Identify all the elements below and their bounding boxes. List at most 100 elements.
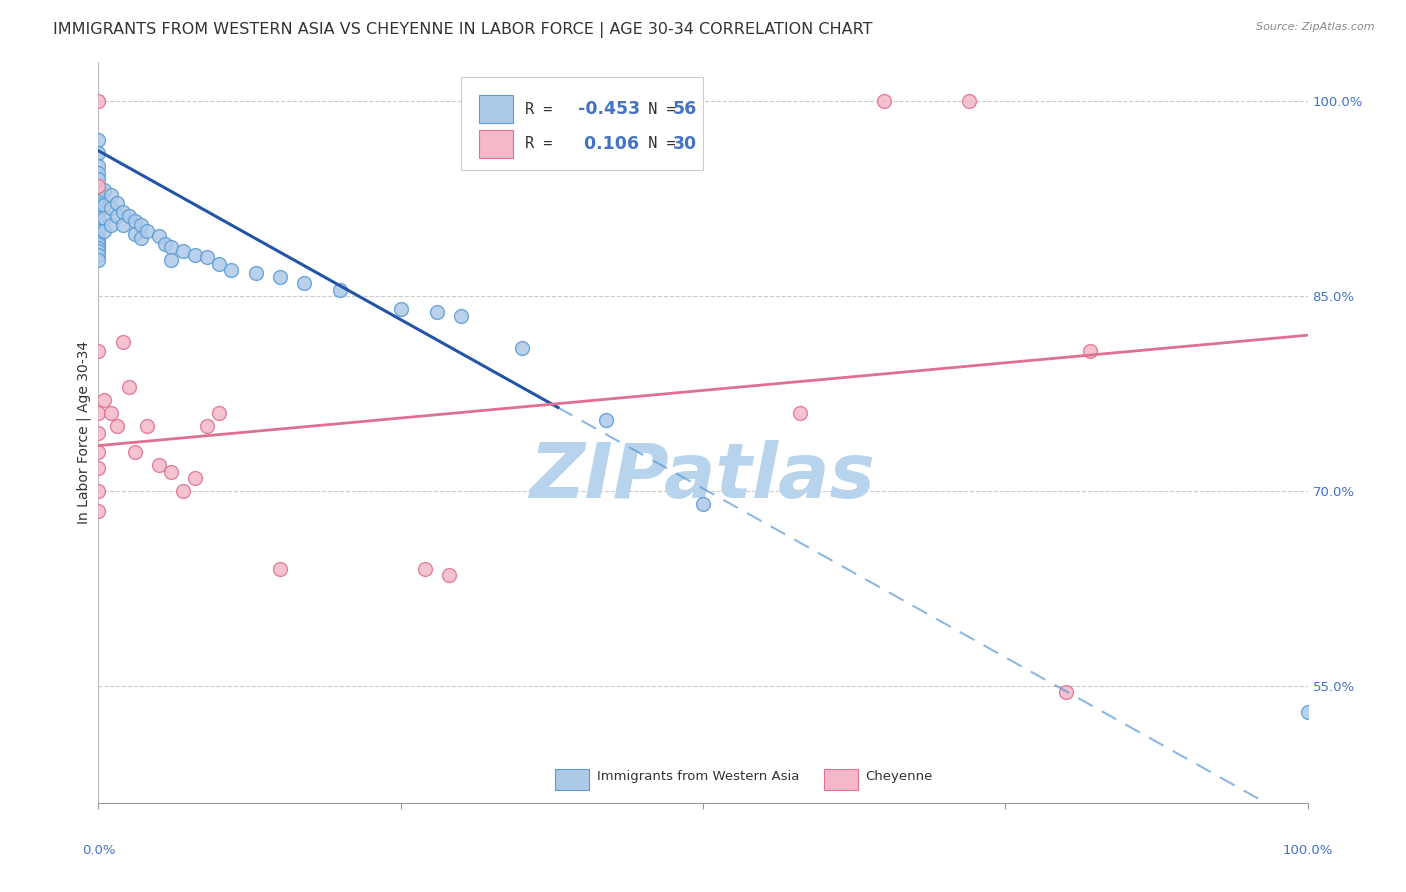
Text: 0.0%: 0.0% [82, 844, 115, 856]
Point [87, 460, 110, 475]
Text: 56: 56 [672, 100, 697, 118]
Text: IMMIGRANTS FROM WESTERN ASIA VS CHEYENNE IN LABOR FORCE | AGE 30-34 CORRELATION : IMMIGRANTS FROM WESTERN ASIA VS CHEYENNE… [53, 22, 873, 38]
Point [87, 192, 110, 206]
Point [87, 237, 110, 252]
Point [111, 218, 134, 232]
Text: R =: R = [526, 102, 562, 117]
Text: N =: N = [630, 136, 685, 152]
Text: N =: N = [630, 102, 685, 117]
Point [437, 568, 460, 582]
Point [100, 188, 122, 202]
Text: 0.106: 0.106 [578, 135, 640, 153]
Point [100, 218, 122, 232]
Point [957, 95, 980, 109]
Point [124, 445, 146, 459]
Point [148, 458, 170, 472]
Text: Immigrants from Western Asia: Immigrants from Western Asia [596, 771, 799, 783]
Point [510, 341, 533, 355]
FancyBboxPatch shape [461, 78, 703, 169]
Point [87, 406, 110, 420]
Point [87, 95, 110, 109]
Point [1054, 685, 1077, 699]
Point [124, 227, 146, 241]
Point [105, 419, 128, 434]
Point [789, 406, 811, 420]
Point [87, 241, 110, 255]
Point [329, 283, 352, 297]
Point [87, 204, 110, 219]
Point [245, 266, 267, 280]
Text: 30: 30 [672, 135, 697, 153]
Point [129, 218, 152, 232]
Point [87, 159, 110, 173]
Point [692, 497, 714, 511]
Point [160, 252, 183, 267]
Point [93, 393, 115, 408]
Point [111, 334, 134, 349]
Point [129, 231, 152, 245]
Text: Cheyenne: Cheyenne [865, 771, 932, 783]
Point [93, 211, 115, 226]
Point [184, 248, 207, 262]
Point [87, 231, 110, 245]
Point [87, 445, 110, 459]
Point [269, 269, 291, 284]
Point [87, 133, 110, 147]
Point [153, 237, 176, 252]
Point [87, 211, 110, 226]
Point [87, 252, 110, 267]
FancyBboxPatch shape [824, 770, 858, 790]
Point [87, 172, 110, 186]
Point [172, 244, 194, 258]
Text: 100.0%: 100.0% [1282, 844, 1333, 856]
Point [93, 198, 115, 212]
Point [100, 406, 122, 420]
Point [413, 562, 436, 576]
FancyBboxPatch shape [479, 130, 513, 158]
Point [87, 244, 110, 258]
Point [873, 95, 896, 109]
Point [595, 412, 617, 426]
Point [87, 166, 110, 180]
Point [184, 471, 207, 485]
Y-axis label: In Labor Force | Age 30-34: In Labor Force | Age 30-34 [77, 341, 91, 524]
Point [93, 224, 115, 238]
Point [87, 183, 110, 197]
Point [195, 250, 218, 264]
Point [221, 263, 243, 277]
Point [100, 201, 122, 215]
Point [160, 240, 183, 254]
Point [87, 146, 110, 161]
Point [389, 302, 412, 317]
Point [105, 195, 128, 210]
Point [87, 198, 110, 212]
Point [111, 204, 134, 219]
Point [124, 214, 146, 228]
Point [87, 248, 110, 262]
Point [1296, 705, 1319, 719]
Point [87, 503, 110, 517]
Text: -0.453: -0.453 [578, 100, 641, 118]
Point [208, 406, 231, 420]
Point [135, 224, 157, 238]
Point [148, 229, 170, 244]
Point [87, 425, 110, 440]
Point [450, 309, 472, 323]
Point [135, 419, 157, 434]
Point [269, 562, 291, 576]
Point [87, 235, 110, 249]
Text: R =: R = [526, 136, 562, 152]
Point [292, 277, 315, 291]
Point [93, 183, 115, 197]
Point [87, 218, 110, 232]
Text: ZIPatlas: ZIPatlas [530, 440, 876, 514]
Point [160, 465, 183, 479]
Point [172, 484, 194, 499]
Point [105, 209, 128, 223]
Point [87, 484, 110, 499]
Point [87, 178, 110, 193]
Point [87, 224, 110, 238]
Point [118, 380, 141, 394]
Text: Source: ZipAtlas.com: Source: ZipAtlas.com [1257, 22, 1375, 32]
Point [1078, 343, 1101, 358]
